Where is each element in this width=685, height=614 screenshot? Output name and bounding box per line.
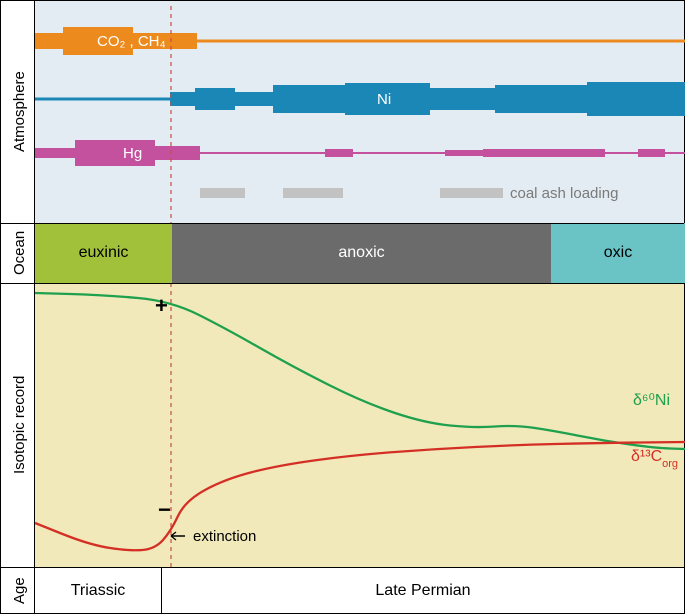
co2-ch4-segment: [197, 40, 685, 43]
hg-segment: [325, 149, 353, 157]
coal-ash-bar: [440, 188, 503, 198]
panel-divider: [1, 567, 684, 568]
isotopic-label: Isotopic record: [7, 283, 33, 567]
ocean-anoxic: anoxic: [172, 223, 551, 283]
co2-ch4-label: CO₂ , CH₄: [97, 33, 166, 50]
ni-segment: [195, 88, 235, 110]
hg-segment: [353, 152, 445, 154]
hg-segment: [75, 140, 155, 166]
ni-segment: [430, 88, 495, 110]
isotopic-svg: δ⁶⁰Ni δ¹³Corg + − extinction: [35, 283, 685, 567]
panel-divider: [1, 283, 684, 284]
age-late-permian: Late Permian: [162, 567, 684, 614]
ni-segment: [495, 85, 587, 113]
extinction-label: extinction: [193, 528, 256, 545]
ni-segment: [35, 98, 170, 101]
age-triassic: Triassic: [35, 567, 162, 614]
figure-root: CO₂ , CH₄ Ni Hg coal ash loading euxinicanox…: [0, 0, 685, 614]
hg-segment: [35, 148, 75, 158]
content-column: CO₂ , CH₄ Ni Hg coal ash loading euxinicanox…: [35, 1, 684, 613]
hg-segment: [445, 150, 483, 156]
ni-segment: [235, 92, 273, 106]
atmosphere-label: Atmosphere: [7, 1, 33, 223]
hg-segment: [483, 149, 605, 157]
age-panel: TriassicLate Permian: [35, 567, 684, 614]
hg-segment: [665, 152, 685, 154]
delta60ni-curve: [35, 293, 685, 449]
hg-segment: [155, 146, 200, 160]
ni-label: Ni: [377, 91, 391, 108]
ni-segment: [587, 82, 685, 116]
age-label: Age: [7, 567, 33, 614]
ocean-label: Ocean: [7, 223, 33, 283]
ocean-panel: euxinicanoxicoxic: [35, 223, 684, 283]
hg-label: Hg: [123, 145, 142, 162]
ni-segment: [273, 85, 345, 113]
coal-ash-bar: [283, 188, 343, 198]
delta13corg-label: δ¹³Corg: [631, 448, 678, 470]
atmosphere-svg: CO₂ , CH₄ Ni Hg coal ash loading: [35, 1, 685, 223]
coal-ash-bar: [200, 188, 245, 198]
coal-ash-label: coal ash loading: [510, 185, 618, 202]
extinction-arrow-icon: [171, 532, 185, 540]
ocean-oxic: oxic: [551, 223, 685, 283]
panel-divider: [1, 223, 684, 224]
co2-ch4-segment: [35, 33, 63, 49]
ocean-euxinic: euxinic: [35, 223, 172, 283]
delta60ni-label: δ⁶⁰Ni: [633, 392, 670, 409]
delta13corg-curve: [35, 442, 685, 550]
hg-segment: [200, 152, 325, 154]
ni-segment: [170, 92, 195, 106]
hg-segment: [605, 152, 638, 154]
plus-sign: +: [155, 293, 168, 318]
hg-segment: [638, 149, 665, 157]
minus-sign: −: [158, 497, 171, 522]
